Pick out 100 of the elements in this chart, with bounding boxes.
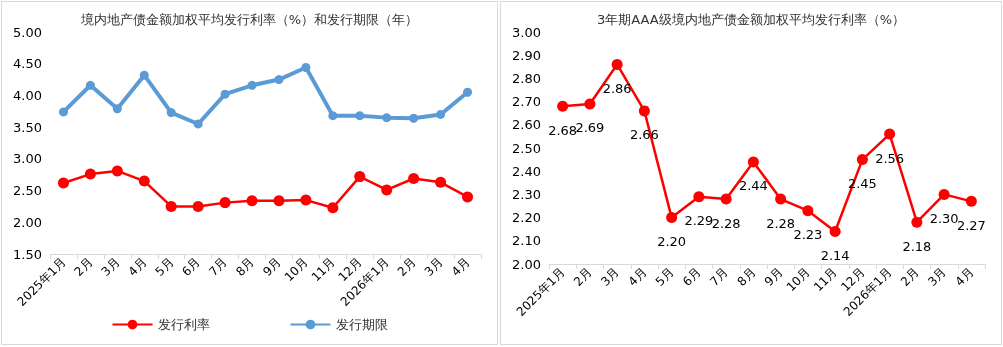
legend-label: 发行利率: [157, 317, 210, 332]
point: [193, 119, 203, 129]
point: [463, 87, 473, 97]
data-label: 2.30: [929, 210, 959, 226]
data-label: 2.18: [902, 238, 932, 254]
point: [57, 177, 69, 189]
y-tick-label: 2.40: [512, 163, 541, 179]
y-tick-label: 3.50: [13, 119, 42, 135]
point: [584, 98, 596, 110]
point: [219, 197, 231, 209]
point: [166, 108, 176, 118]
point: [300, 194, 312, 206]
y-tick-label: 2.20: [512, 210, 541, 226]
point: [138, 175, 150, 187]
point: [747, 156, 759, 168]
y-tick-label: 2.70: [512, 94, 541, 110]
y-tick-label: 2.00: [512, 256, 541, 272]
x-tick-label: 4月: [448, 255, 473, 279]
point: [965, 195, 977, 207]
point: [611, 58, 623, 70]
point: [938, 188, 950, 200]
x-tick-label: 6月: [179, 255, 204, 279]
point: [557, 100, 569, 112]
y-tick-label: 2.60: [512, 117, 541, 133]
point: [85, 80, 95, 90]
x-tick-label: 11月: [308, 255, 338, 285]
point: [165, 200, 177, 212]
x-tick-label: 3月: [598, 265, 623, 289]
x-tick-label: 7月: [206, 255, 231, 279]
y-tick-label: 2.80: [512, 70, 541, 86]
point: [84, 168, 96, 180]
point: [462, 191, 474, 203]
point: [58, 107, 68, 117]
y-tick-label: 4.00: [13, 87, 42, 103]
point: [327, 202, 339, 214]
y-tick-label: 2.50: [13, 183, 42, 199]
point: [775, 193, 787, 205]
x-tick-label: 7月: [707, 265, 732, 289]
x-tick-label: 6月: [680, 265, 704, 289]
x-tick-label: 2月: [571, 265, 595, 289]
x-tick-label: 4月: [125, 255, 150, 279]
point: [829, 226, 841, 238]
point: [273, 195, 285, 207]
x-tick-label: 8月: [233, 255, 257, 279]
point: [301, 63, 311, 73]
x-tick-label: 4月: [625, 265, 650, 289]
data-label: 2.28: [711, 215, 741, 231]
y-tick-label: 3.00: [512, 24, 541, 40]
y-tick-label: 5.00: [13, 24, 42, 40]
point: [409, 113, 419, 123]
chart-title: 境内地产债金额加权平均发行利率（%）和发行期限（年）: [79, 12, 419, 27]
y-tick-label: 4.50: [13, 56, 42, 72]
data-label: 2.86: [602, 80, 632, 96]
point: [666, 212, 678, 224]
x-tick-label: 10月: [783, 265, 813, 295]
x-tick-label: 9月: [260, 255, 284, 279]
point: [638, 105, 650, 117]
point: [720, 193, 732, 205]
data-label: 2.20: [657, 234, 687, 250]
x-tick-label: 9月: [761, 265, 786, 289]
legend-label: 发行期限: [335, 317, 388, 332]
point: [355, 111, 365, 121]
point: [220, 89, 230, 99]
y-tick-label: 2.00: [13, 214, 42, 230]
x-tick-label: 2月: [394, 255, 419, 279]
x-tick-label: 3月: [421, 255, 446, 279]
y-tick-label: 2.30: [512, 186, 541, 202]
point: [381, 184, 393, 196]
chart-title: 3年期AAA级境内地产债金额加权平均发行利率（%）: [596, 12, 906, 27]
point: [274, 75, 284, 85]
y-tick-label: 2.10: [512, 233, 541, 249]
x-tick-label: 5月: [152, 255, 177, 279]
point: [354, 171, 366, 183]
point: [802, 205, 814, 217]
data-label: 2.69: [575, 120, 605, 136]
y-tick-label: 1.50: [13, 246, 42, 262]
x-tick-label: 5月: [652, 265, 677, 289]
point: [884, 128, 896, 140]
data-label: 2.28: [766, 215, 796, 231]
x-tick-label: 3月: [925, 265, 950, 289]
x-tick-label: 8月: [734, 265, 759, 289]
point: [911, 216, 923, 228]
point: [246, 195, 258, 207]
point: [693, 191, 705, 203]
point: [328, 111, 338, 121]
point: [247, 80, 257, 90]
x-tick-label: 10月: [281, 255, 311, 285]
point: [112, 104, 122, 114]
data-label: 2.44: [738, 178, 768, 194]
y-tick-label: 2.90: [512, 47, 541, 63]
point: [856, 154, 868, 166]
x-tick-label: 2月: [898, 265, 922, 289]
point: [435, 176, 447, 188]
x-tick-label: 3月: [98, 255, 123, 279]
point: [111, 165, 123, 177]
x-tick-label: 2月: [71, 255, 96, 279]
y-tick-label: 3.00: [13, 151, 42, 167]
x-tick-label: 11月: [810, 265, 841, 295]
point: [139, 70, 149, 80]
x-tick-label: 4月: [952, 265, 977, 289]
